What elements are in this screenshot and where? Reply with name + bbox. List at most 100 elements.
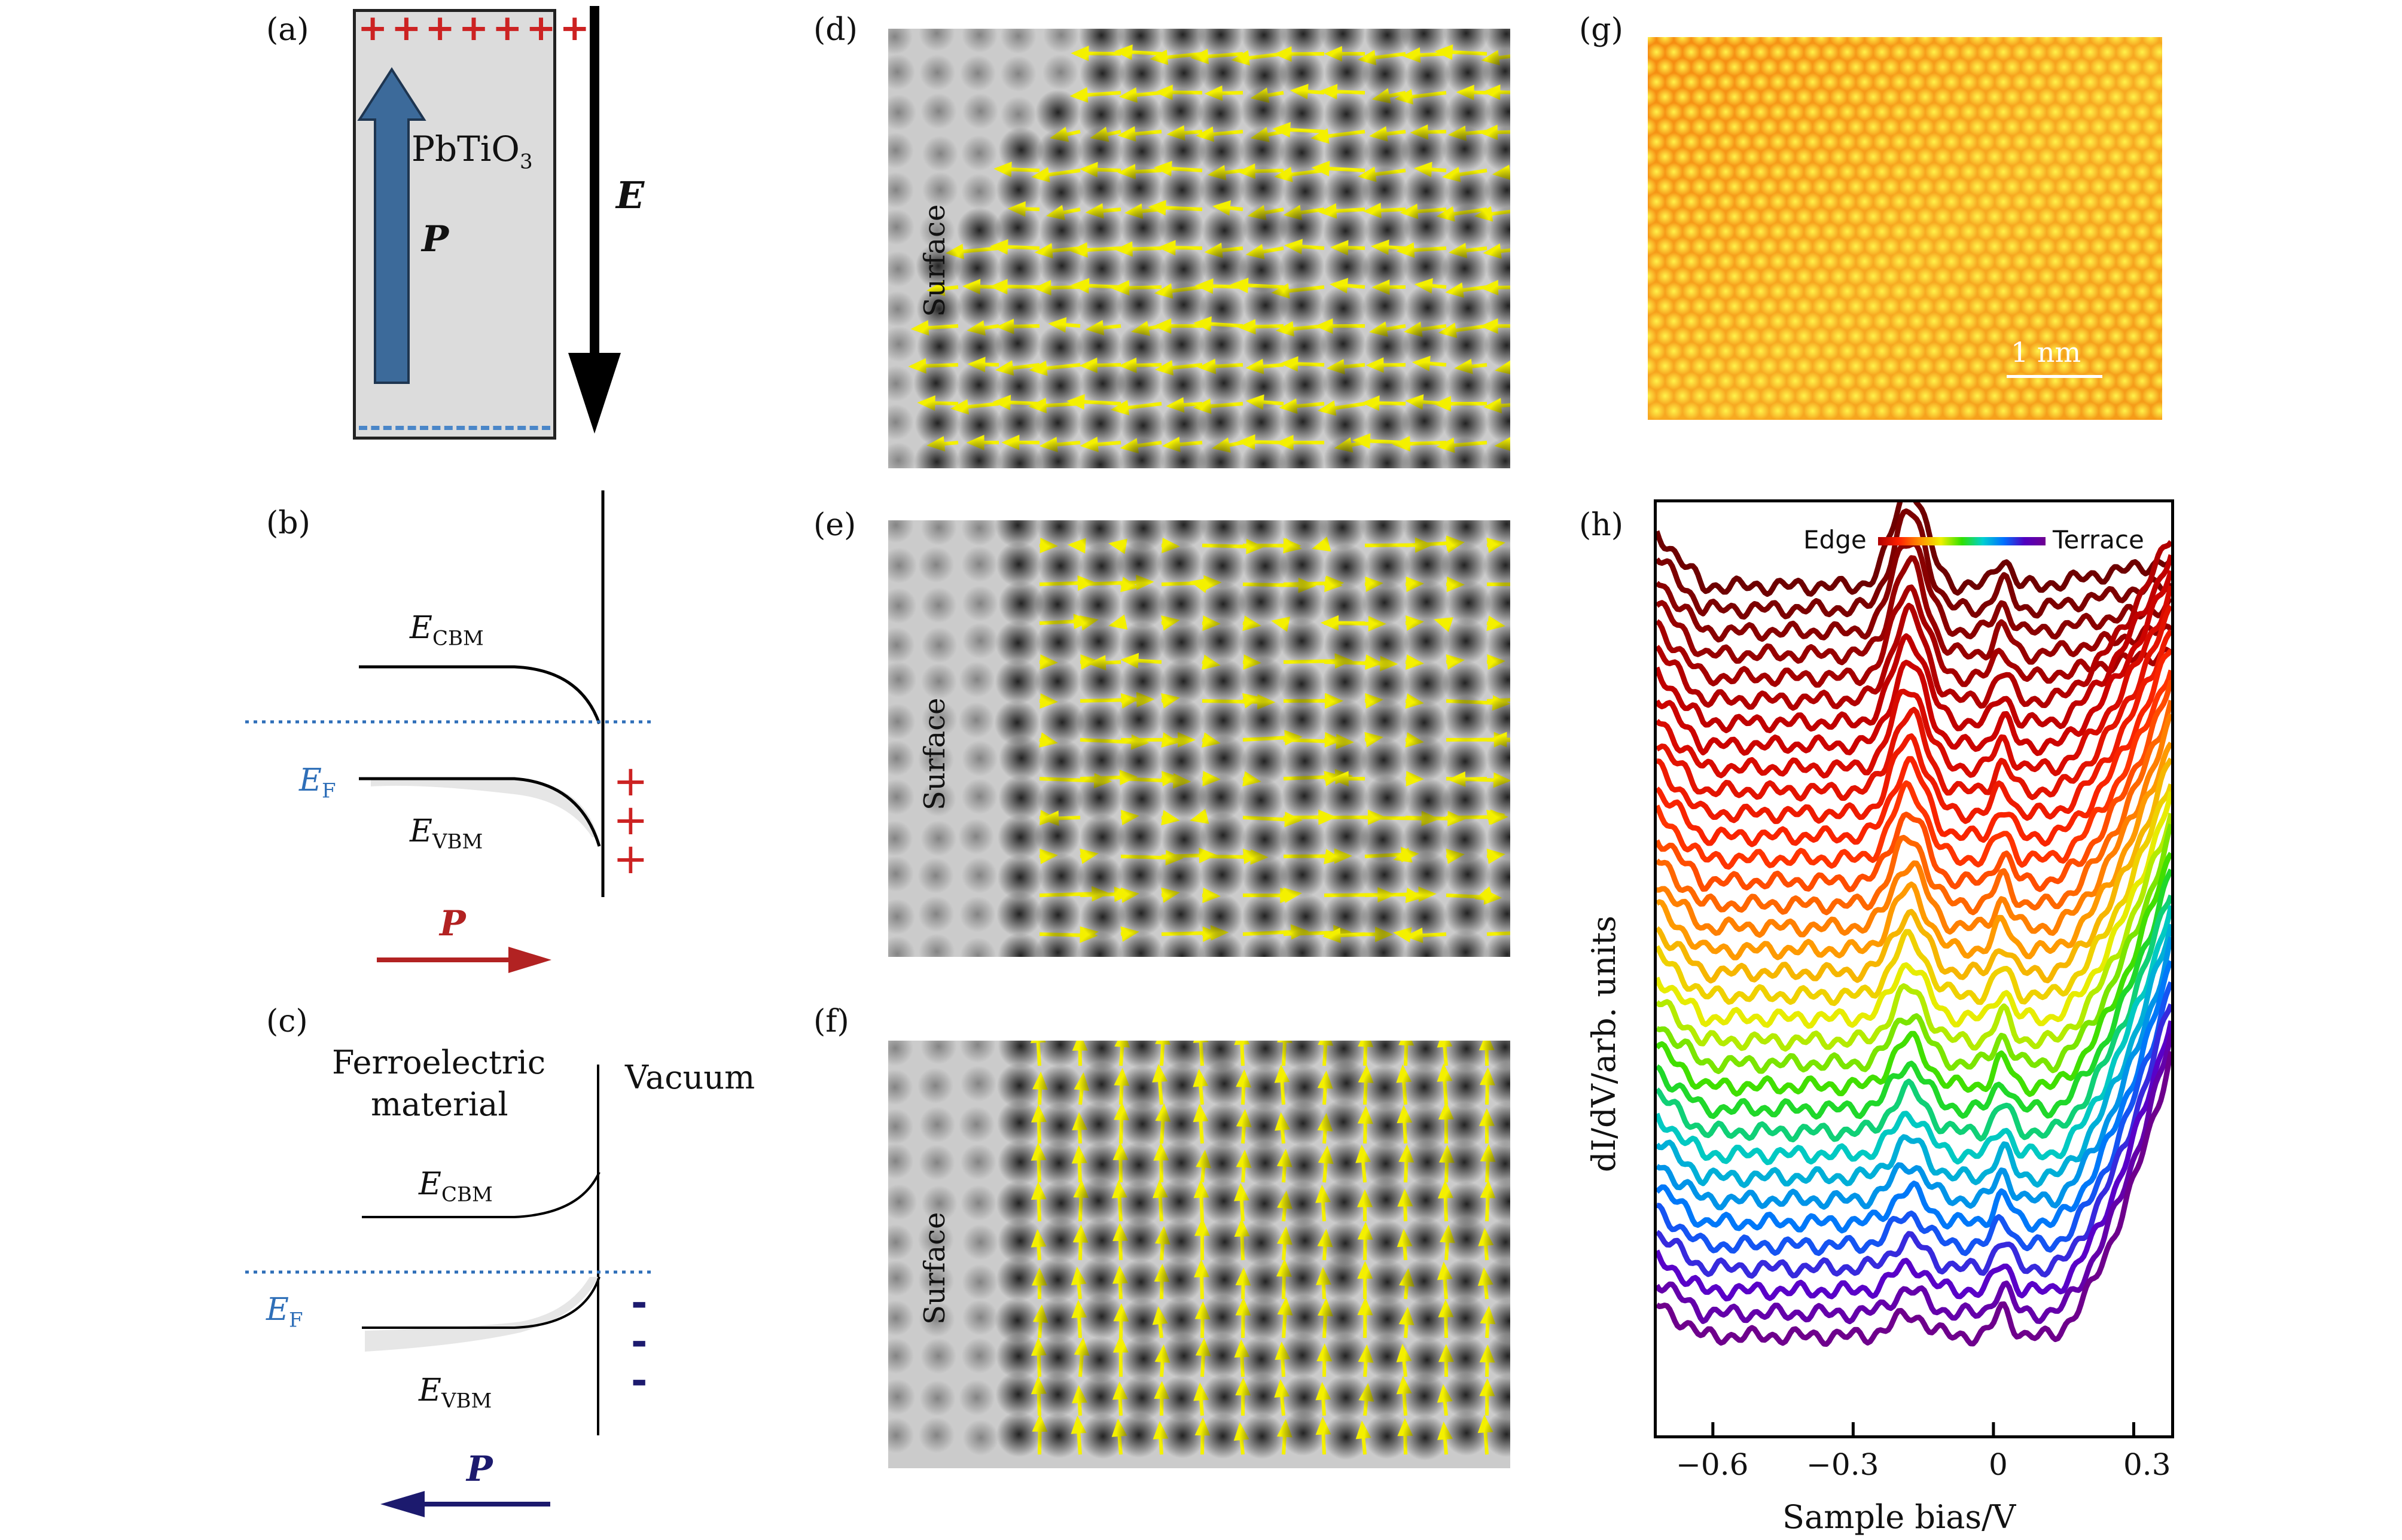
atom-column <box>1402 815 1448 861</box>
surface-atom <box>2133 43 2151 61</box>
atom-column <box>1198 931 1244 957</box>
polarization-vector-head <box>1150 49 1169 65</box>
surface-atom <box>1656 118 1674 136</box>
surface-atom <box>1864 237 1882 255</box>
atom-column <box>962 1264 998 1300</box>
surface-atom <box>2055 267 2073 285</box>
surface-atom <box>2072 237 2090 255</box>
surface-atom <box>1786 163 1804 181</box>
surface-atom <box>1734 282 1752 300</box>
atom-column <box>1279 282 1325 328</box>
atom-column <box>1322 774 1368 820</box>
atom-column <box>961 29 998 53</box>
surface-atom <box>1986 58 2004 76</box>
polarization-vector-head <box>1231 50 1250 66</box>
surface-atom <box>2011 252 2030 270</box>
atom-column <box>1360 816 1406 862</box>
atom-column <box>920 93 957 129</box>
atom-column <box>1035 620 1081 666</box>
atom-column <box>1401 1064 1447 1110</box>
atom-column <box>918 896 955 932</box>
polarization-vector-head <box>1272 122 1291 138</box>
surface-atom <box>2124 178 2142 196</box>
surface-atom <box>1760 267 1778 285</box>
surface-atom <box>1726 387 1743 405</box>
surface-atom <box>2063 163 2082 181</box>
atom-column <box>1199 129 1245 175</box>
atom-column <box>1280 1410 1326 1456</box>
surface-atom <box>1812 327 1830 345</box>
surface-atom <box>1855 252 1874 270</box>
ef-label-c: EF <box>266 1292 303 1332</box>
atom-column <box>1319 1255 1365 1301</box>
atom-column <box>1404 285 1450 331</box>
surface-atom <box>1803 402 1822 420</box>
atom-column <box>1323 1414 1369 1460</box>
surface-atom <box>1882 208 1900 225</box>
atom-column <box>920 520 957 545</box>
surface-atom <box>1830 208 1848 225</box>
surface-atom <box>1717 103 1735 121</box>
atom-column <box>1038 853 1084 899</box>
surface-atom <box>1691 37 1709 46</box>
atom-column <box>997 1218 1043 1264</box>
atom-column <box>1279 1041 1325 1069</box>
surface-atom <box>2081 73 2099 91</box>
surface-atom <box>1847 148 1865 166</box>
surface-atom <box>2038 88 2056 106</box>
atom-column <box>1161 816 1207 862</box>
surface-atom <box>1951 327 1969 345</box>
surface-atom <box>1864 297 1882 315</box>
surface-atom <box>1847 357 1865 375</box>
surface-atom <box>1821 402 1839 420</box>
surface-atom <box>1726 37 1743 46</box>
surface-atom <box>1699 342 1718 360</box>
surface-atom <box>1821 222 1839 240</box>
atom-column <box>1322 853 1368 899</box>
surface-atom <box>1864 208 1882 225</box>
sts-spectrum-line <box>1657 923 2171 1188</box>
atom-column <box>958 1106 995 1143</box>
surface-atom <box>2116 252 2134 270</box>
surface-atom <box>1699 103 1718 121</box>
surface-atom <box>2011 73 2030 91</box>
surface-atom <box>1786 193 1804 211</box>
surface-atom <box>1830 357 1848 375</box>
surface-atom <box>2116 43 2134 61</box>
surface-atom <box>1907 342 1926 360</box>
atom-column <box>1361 737 1407 783</box>
surface-atom <box>2142 387 2160 405</box>
surface-atom <box>1873 103 1891 121</box>
surface-atom <box>1882 37 1900 46</box>
atom-column <box>888 547 917 584</box>
surface-atom <box>1786 402 1804 420</box>
atom-column <box>1035 400 1081 446</box>
atom-column <box>1035 581 1081 627</box>
surface-atom <box>2150 43 2162 61</box>
atom-column <box>1322 208 1368 254</box>
atom-column <box>1118 891 1164 937</box>
surface-atom <box>2124 148 2142 166</box>
surface-atom <box>1656 357 1674 375</box>
atom-column <box>1363 661 1409 707</box>
surface-atom <box>2003 267 2021 285</box>
atom-column <box>1282 1064 1328 1110</box>
surface-atom <box>2038 37 2056 46</box>
surface-atom <box>1916 237 1934 255</box>
surface-atom <box>2150 73 2162 91</box>
atom-column <box>1116 541 1162 587</box>
atom-column <box>995 1333 1041 1379</box>
surface-atom <box>1864 148 1882 166</box>
atom-column <box>961 173 998 210</box>
surface-atom <box>1656 387 1674 405</box>
surface-atom <box>1977 133 1995 151</box>
atom-column <box>1161 1333 1207 1379</box>
surface-atom <box>1648 37 1657 46</box>
sts-spectrum-line <box>1657 713 2171 938</box>
atom-column <box>920 780 956 817</box>
surface-atom <box>1959 342 1978 360</box>
surface-atom <box>1803 193 1822 211</box>
surface-atom <box>1786 342 1804 360</box>
surface-atom <box>2003 88 2021 106</box>
surface-atom <box>2124 88 2142 106</box>
